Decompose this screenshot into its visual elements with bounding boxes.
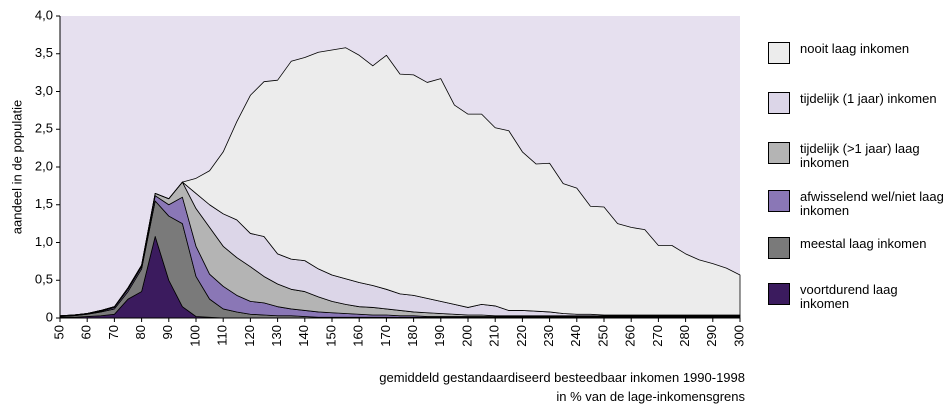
x-tick-label: 110 xyxy=(215,325,230,346)
y-tick-label: 1,5 xyxy=(35,196,53,211)
legend-label: tijdelijk (>1 jaar) laag inkomen xyxy=(800,141,920,170)
legend-swatch xyxy=(768,142,790,164)
y-axis-label: aandeel in de populatie xyxy=(9,100,24,234)
x-tick-label: 240 xyxy=(568,325,583,347)
x-tick-label: 270 xyxy=(650,325,665,347)
x-tick-label: 210 xyxy=(487,325,502,347)
x-tick-label: 140 xyxy=(296,325,311,347)
y-tick-label: 0,5 xyxy=(35,272,53,287)
legend-swatch xyxy=(768,92,790,114)
legend-swatch xyxy=(768,190,790,212)
y-tick-label: 3,0 xyxy=(35,83,53,98)
x-tick-label: 160 xyxy=(351,325,366,347)
x-tick-label: 100 xyxy=(187,325,202,347)
x-tick-label: 190 xyxy=(432,325,447,347)
legend-entry: voortdurend laag inkomen xyxy=(768,283,950,311)
legend-entry: afwisselend wel/niet laag inkomen xyxy=(768,190,950,218)
x-tick-label: 300 xyxy=(731,325,746,347)
x-tick-label: 250 xyxy=(595,325,610,347)
legend-swatch xyxy=(768,42,790,64)
legend-entry: tijdelijk (1 jaar) inkomen xyxy=(768,92,950,114)
x-tick-label: 150 xyxy=(323,325,338,347)
x-tick-label: 290 xyxy=(704,325,719,347)
x-tick-label: 70 xyxy=(106,325,121,339)
y-tick-label: 0 xyxy=(46,309,53,324)
legend-entry: meestal laag inkomen xyxy=(768,237,950,259)
legend-label: voortdurend laag inkomen xyxy=(800,282,898,311)
y-tick-label: 3,5 xyxy=(35,45,53,60)
x-tick-label: 130 xyxy=(269,325,284,347)
y-tick-label: 1,0 xyxy=(35,234,53,249)
x-tick-label: 120 xyxy=(242,325,257,347)
x-tick-label: 220 xyxy=(514,325,529,347)
y-tick-label: 4,0 xyxy=(35,7,53,22)
y-tick-label: 2,0 xyxy=(35,158,53,173)
x-tick-label: 200 xyxy=(459,325,474,347)
x-tick-label: 180 xyxy=(405,325,420,347)
legend-label: nooit laag inkomen xyxy=(800,41,910,56)
x-tick-label: 260 xyxy=(623,325,638,347)
x-tick-label: 170 xyxy=(378,325,393,347)
legend-entry: nooit laag inkomen xyxy=(768,42,950,64)
legend-label: meestal laag inkomen xyxy=(800,236,927,251)
x-tick-label: 50 xyxy=(51,325,66,339)
legend-swatch xyxy=(768,237,790,259)
y-tick-label: 2,5 xyxy=(35,121,53,136)
legend-swatch xyxy=(768,283,790,305)
x-axis-label: in % van de lage-inkomensgrens xyxy=(556,389,745,404)
area xyxy=(59,47,741,317)
x-axis-label: gemiddeld gestandaardiseerd besteedbaar … xyxy=(379,370,745,385)
x-tick-label: 90 xyxy=(160,325,175,339)
x-tick-label: 280 xyxy=(677,325,692,347)
legend-entry: tijdelijk (>1 jaar) laag inkomen xyxy=(768,142,950,170)
x-tick-label: 80 xyxy=(133,325,148,339)
x-tick-label: 60 xyxy=(79,325,94,339)
legend-label: afwisselend wel/niet laag inkomen xyxy=(800,189,944,218)
x-tick-label: 230 xyxy=(541,325,556,347)
legend-label: tijdelijk (1 jaar) inkomen xyxy=(800,91,937,106)
